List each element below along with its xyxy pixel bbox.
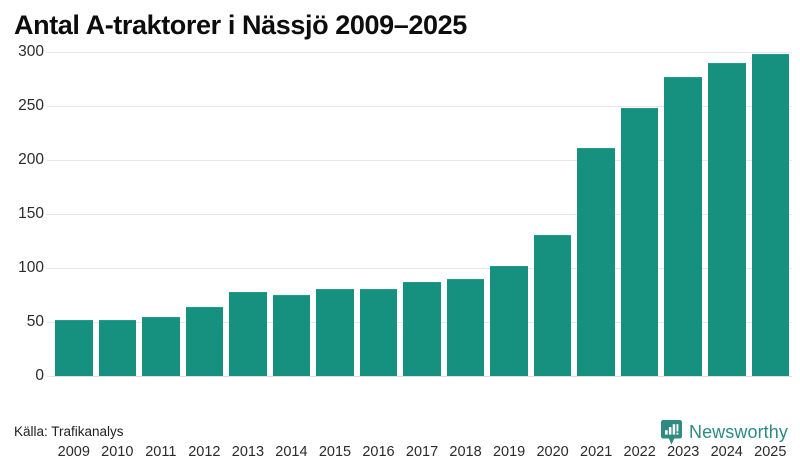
bar-slot — [705, 52, 749, 376]
bar-slot — [183, 52, 227, 376]
gridline — [46, 106, 792, 107]
bar[interactable] — [272, 295, 311, 376]
bar[interactable] — [664, 76, 702, 376]
bar-slot — [400, 52, 444, 376]
source-note: Källa: Trafikanalys — [14, 424, 124, 439]
bar[interactable] — [316, 288, 354, 376]
plot-area: 0 50 100 150 200 250 300 2009 2010 2011 2012 2013 2… — [0, 43, 800, 460]
bar[interactable] — [185, 306, 224, 376]
bar-slot — [313, 52, 357, 376]
bar-slot — [96, 52, 140, 376]
bar-slot — [661, 52, 705, 376]
bar[interactable] — [229, 291, 267, 376]
bar[interactable] — [620, 108, 659, 376]
bar[interactable] — [55, 319, 93, 376]
bar[interactable] — [403, 282, 441, 376]
gridline — [46, 268, 792, 269]
y-axis-tick-label: 300 — [18, 43, 44, 60]
bar[interactable] — [446, 278, 485, 376]
bar-slot — [618, 52, 662, 376]
gridline — [46, 160, 792, 161]
y-axis-tick-label: 50 — [26, 313, 44, 330]
bar-slot — [139, 52, 183, 376]
bar-slot — [487, 52, 531, 376]
bar-slot — [444, 52, 488, 376]
y-axis-tick-label: 250 — [18, 97, 44, 114]
y-axis-tick-label: 0 — [35, 367, 44, 384]
bar[interactable] — [707, 62, 746, 376]
bar[interactable] — [533, 234, 572, 376]
brand-name: Newsworthy — [688, 422, 788, 442]
newsworthy-logo: Newsworthy — [660, 420, 788, 445]
bar-slot — [52, 52, 96, 376]
bar[interactable] — [98, 319, 137, 376]
bar-slot — [531, 52, 575, 376]
y-axis-tick-label: 200 — [18, 151, 44, 168]
gridline — [46, 214, 792, 215]
bar-slot — [226, 52, 270, 376]
bar[interactable] — [359, 288, 398, 376]
bar-slot — [574, 52, 618, 376]
bar-series — [52, 52, 792, 376]
bar-slot — [270, 52, 314, 376]
bar[interactable] — [577, 148, 615, 376]
y-axis-tick-label: 150 — [18, 205, 44, 222]
bar[interactable] — [751, 54, 790, 376]
bar-chart-pin-icon — [660, 420, 682, 445]
chart-card: Antal A-traktorer i Nässjö 2009–2025 0 50… — [0, 10, 800, 460]
chart-footer: Källa: Trafikanalys Newsworthy — [0, 420, 800, 450]
chart-title: Antal A-traktorer i Nässjö 2009–2025 — [14, 10, 467, 40]
bar[interactable] — [490, 265, 528, 376]
y-axis: 0 50 100 150 200 250 300 — [0, 43, 52, 390]
bar-slot — [357, 52, 401, 376]
gridline — [46, 376, 792, 377]
bar-slot — [749, 52, 793, 376]
y-axis-tick-label: 100 — [18, 259, 44, 276]
bar[interactable] — [142, 316, 180, 376]
gridline — [46, 52, 792, 53]
